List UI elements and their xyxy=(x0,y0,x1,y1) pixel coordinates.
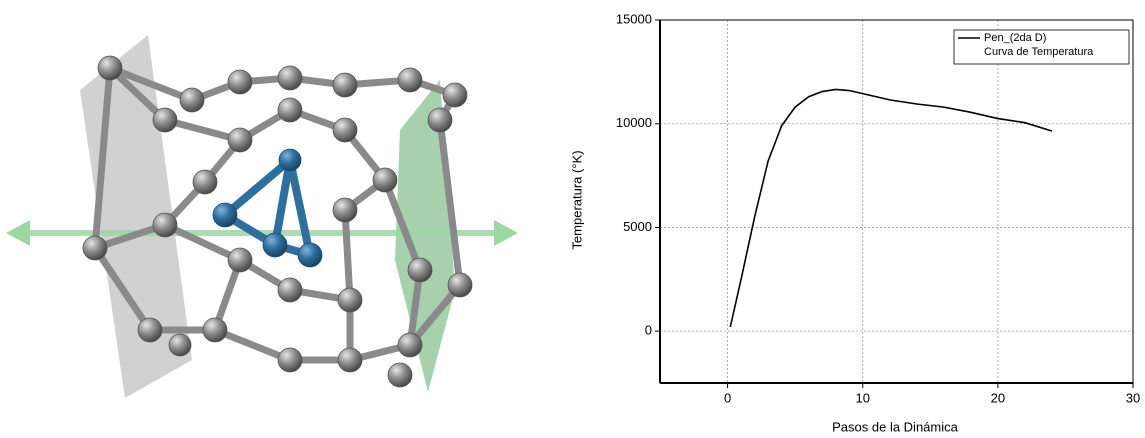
line-series xyxy=(729,88,1053,328)
chart: Temperatura (°K) Pasos de la Dinámica 0 5… xyxy=(569,11,1140,434)
legend-note: Curva de Temperatura xyxy=(984,46,1094,58)
x-tick-label: 10 xyxy=(855,390,869,405)
y-tick-label: 5000 xyxy=(623,219,652,234)
plot-frame xyxy=(659,19,1134,384)
molecule-image xyxy=(6,35,518,398)
legend-box xyxy=(953,29,1130,65)
legend-label: Pen_(2da D) xyxy=(984,32,1046,44)
x-tick-label: 20 xyxy=(991,390,1005,405)
y-axis-label: Temperatura (°K) xyxy=(569,150,584,249)
x-axis-label: Pasos de la Dinámica xyxy=(832,419,958,434)
y-tick-label: 15000 xyxy=(616,11,652,26)
x-tick-label: 30 xyxy=(1126,390,1140,405)
y-tick-label: 10000 xyxy=(616,115,652,130)
y-tick-label: 0 xyxy=(645,323,652,338)
x-tick-label: 0 xyxy=(724,390,731,405)
